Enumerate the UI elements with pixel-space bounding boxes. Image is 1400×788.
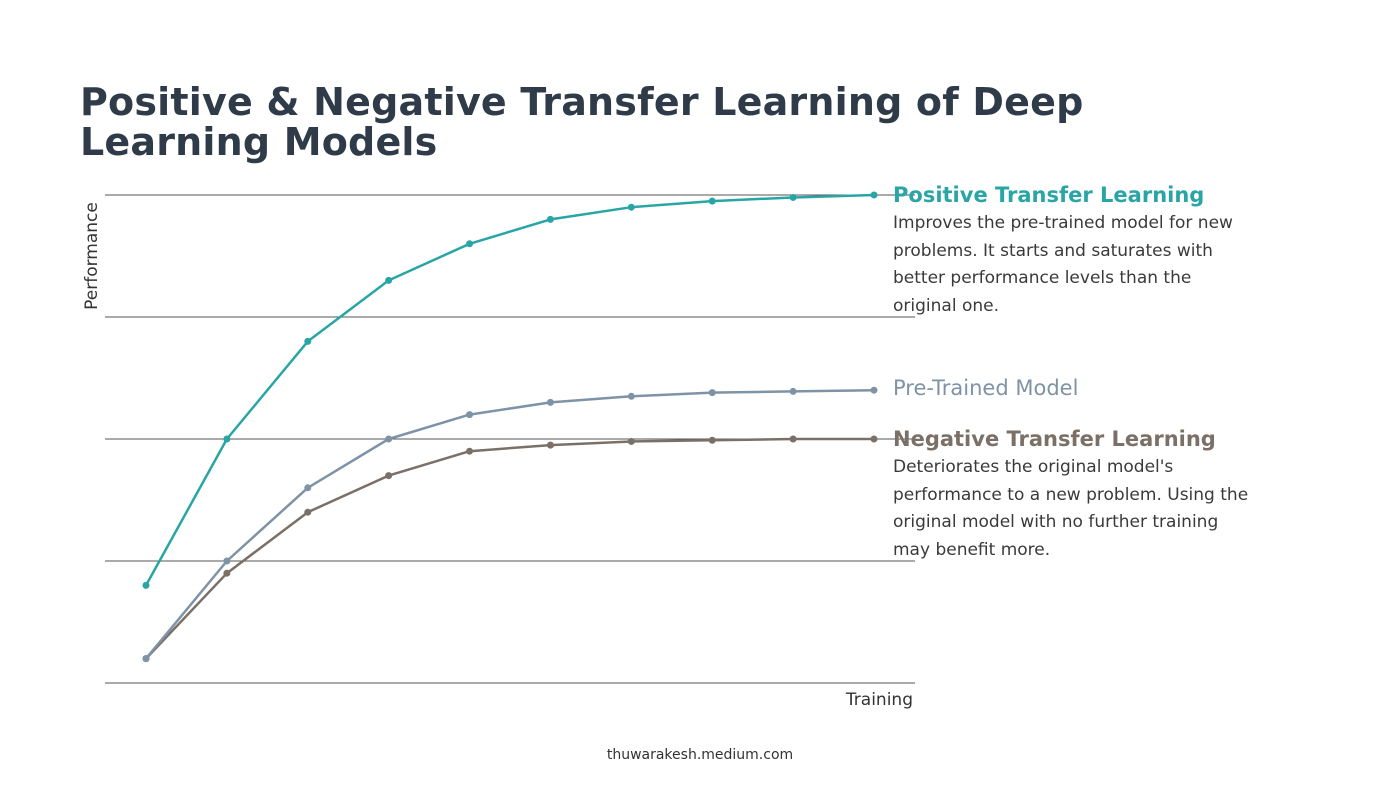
footer-credit: thuwarakesh.medium.com [606,747,794,763]
data-point-pre-trained-model [627,392,635,400]
series-line-negative-transfer-learning [145,437,874,660]
positive-transfer-annotation: Positive Transfer Learning Improves the … [893,182,1253,320]
pretrained-model-title: Pre-Trained Model [893,376,1079,400]
data-point-positive-transfer-learning [708,197,716,205]
y-axis-label: Performance [82,202,102,310]
data-point-pre-trained-model [466,411,474,419]
series-pre-trained-model [142,386,878,663]
negative-transfer-annotation: Negative Transfer Learning Deteriorates … [893,426,1253,564]
negative-transfer-title: Negative Transfer Learning [893,427,1216,451]
negative-transfer-description: Deteriorates the original model's perfor… [893,457,1249,560]
series-negative-transfer-learning [142,435,878,663]
series-line-positive-transfer-learning [144,193,875,587]
data-point-negative-transfer-learning [708,436,716,444]
data-point-negative-transfer-learning [870,435,878,443]
positive-transfer-description: Improves the pre-trained model for new p… [893,213,1233,316]
x-axis-label: Training [845,690,913,710]
data-point-negative-transfer-learning [385,472,393,480]
data-point-positive-transfer-learning [789,193,797,201]
data-point-negative-transfer-learning [546,441,554,449]
data-point-positive-transfer-learning [223,435,231,443]
data-point-positive-transfer-learning [870,191,878,199]
data-point-negative-transfer-learning [627,437,635,445]
data-point-pre-trained-model [789,387,797,395]
data-point-pre-trained-model [304,484,312,492]
series-positive-transfer-learning [142,191,878,589]
series-layer [142,191,878,663]
data-point-negative-transfer-learning [466,447,474,455]
data-point-negative-transfer-learning [789,435,797,443]
series-line-pre-trained-model [145,388,875,660]
data-point-pre-trained-model [223,557,231,565]
data-point-positive-transfer-learning [627,203,635,211]
data-point-positive-transfer-learning [304,337,312,345]
positive-transfer-title: Positive Transfer Learning [893,183,1205,207]
data-point-positive-transfer-learning [385,276,393,284]
data-point-pre-trained-model [870,386,878,394]
data-point-negative-transfer-learning [304,508,312,516]
data-point-pre-trained-model [385,435,393,443]
data-point-pre-trained-model [708,389,716,397]
pretrained-model-annotation: Pre-Trained Model [893,375,1253,401]
data-point-negative-transfer-learning [223,569,231,577]
data-point-positive-transfer-learning [142,581,150,589]
data-point-pre-trained-model [546,398,554,406]
data-point-positive-transfer-learning [466,240,474,248]
data-point-positive-transfer-learning [546,215,554,223]
page-title: Positive & Negative Transfer Learning of… [80,80,1084,164]
data-point-pre-trained-model [142,655,150,663]
